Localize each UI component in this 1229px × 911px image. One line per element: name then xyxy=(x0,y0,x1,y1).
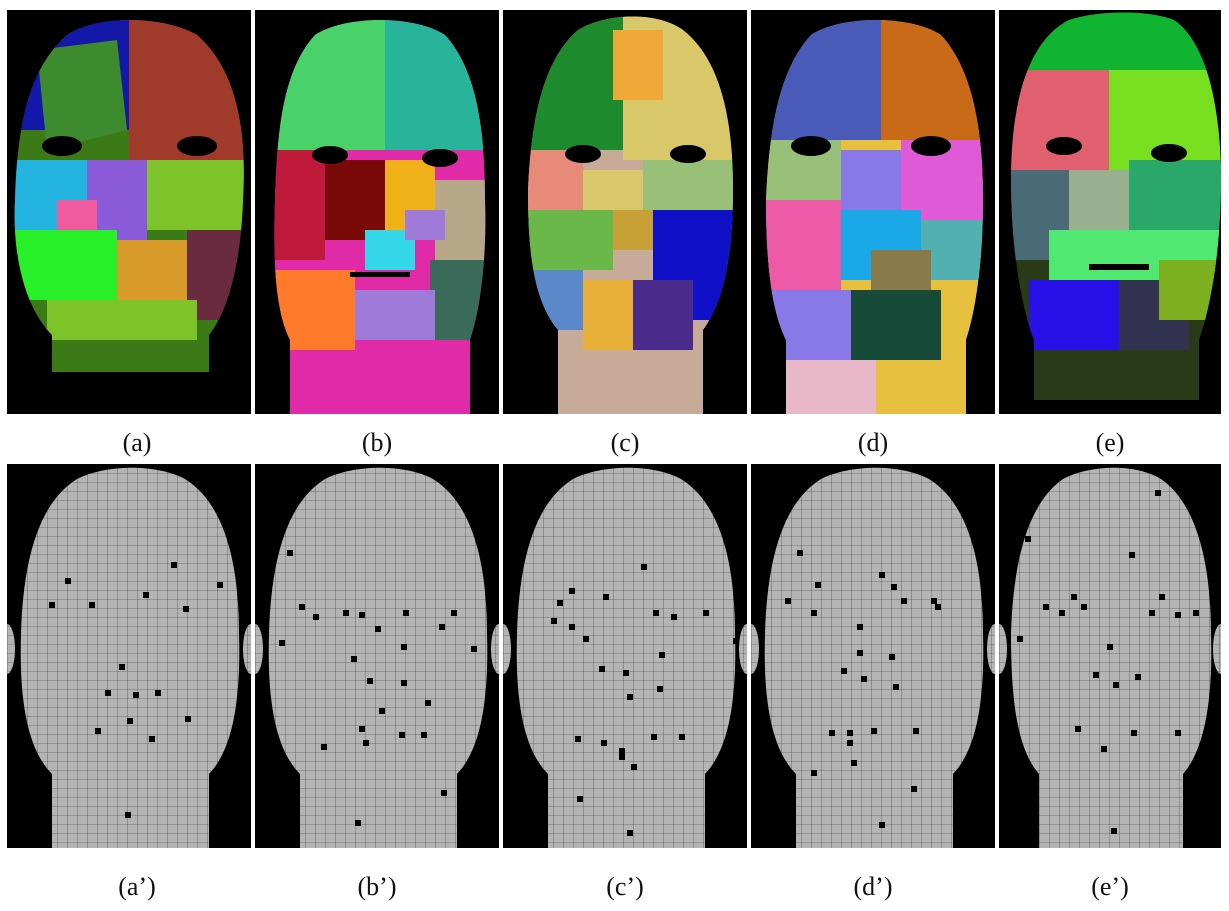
wireframe-head-b2 xyxy=(255,467,499,848)
panel-a2 xyxy=(7,464,251,848)
panel-d xyxy=(751,10,995,414)
wireframe-head-d2 xyxy=(751,467,995,848)
colored-head-b xyxy=(274,20,486,414)
panel-e xyxy=(999,10,1221,414)
caption-a: (a) xyxy=(122,428,152,457)
panel-b2 xyxy=(255,464,499,848)
caption-d2: (d’) xyxy=(853,872,893,901)
caption-d: (d) xyxy=(857,428,889,457)
caption-e: (e) xyxy=(1095,428,1125,457)
caption-b: (b) xyxy=(361,428,393,457)
panel-c xyxy=(503,10,747,414)
panel-c2 xyxy=(503,464,747,848)
wireframe-head-e2 xyxy=(999,467,1221,848)
panel-a xyxy=(7,10,251,414)
panel-e2 xyxy=(999,464,1221,848)
wireframe-head-c2 xyxy=(503,467,747,848)
panel-d2 xyxy=(751,464,995,848)
colored-head-c xyxy=(528,16,733,414)
caption-c: (c) xyxy=(610,428,640,457)
caption-a2: (a’) xyxy=(118,872,156,901)
colored-head-d xyxy=(766,20,983,414)
caption-e2: (e’) xyxy=(1091,872,1129,901)
panel-b xyxy=(255,10,499,414)
colored-head-e xyxy=(1011,12,1221,400)
caption-c2: (c’) xyxy=(606,872,644,901)
caption-b2: (b’) xyxy=(357,872,397,901)
wireframe-head-a2 xyxy=(7,467,251,848)
colored-head-a xyxy=(14,20,244,372)
